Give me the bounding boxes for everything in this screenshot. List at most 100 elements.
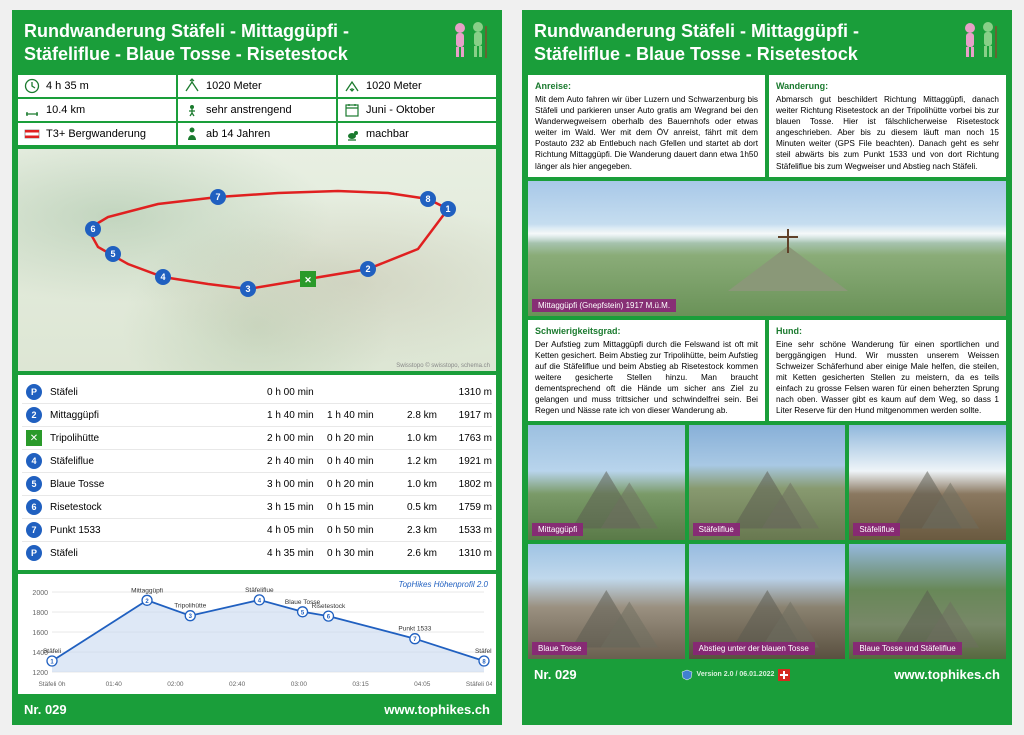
svg-text:3: 3 xyxy=(245,284,250,294)
title-line-2b: Stäfeliflue - Blaue Tosse - Risetestock xyxy=(534,43,1000,66)
photo-caption: Blaue Tosse und Stäfeliflue xyxy=(853,642,961,655)
wp-cum: 0 h 00 min xyxy=(267,387,327,398)
photo-tile: Abstieg unter der blauen Tosse xyxy=(689,544,846,659)
anreise-body: Mit dem Auto fahren wir über Luzern und … xyxy=(535,94,758,171)
footer-number-2: Nr. 029 xyxy=(534,667,577,682)
page-left: Rundwanderung Stäfeli - Mittaggüpfi - St… xyxy=(12,10,502,725)
stat-dog: machbar xyxy=(338,123,496,145)
svg-text:Punkt 1533: Punkt 1533 xyxy=(398,626,431,633)
waypoint-row: ✕ Tripolihütte 2 h 00 min 0 h 20 min 1.0… xyxy=(22,427,492,450)
stat-label: 10.4 km xyxy=(46,104,85,116)
footer-left: Nr. 029 www.tophikes.ch xyxy=(18,698,496,719)
stat-label: 1020 Meter xyxy=(206,80,262,92)
wp-elev: 1533 m xyxy=(437,525,492,536)
wp-cum: 4 h 05 min xyxy=(267,525,327,536)
wp-seg: 1 h 40 min xyxy=(327,410,387,421)
descent-icon xyxy=(344,78,360,94)
ascent-icon xyxy=(184,78,200,94)
wp-dist: 1.0 km xyxy=(387,433,437,444)
wp-dist: 2.8 km xyxy=(387,410,437,421)
effort-icon xyxy=(184,102,200,118)
svg-text:5: 5 xyxy=(110,249,115,259)
waypoint-row: 4 Stäfeliflue 2 h 40 min 0 h 40 min 1.2 … xyxy=(22,450,492,473)
stat-distance: 10.4 km xyxy=(18,99,176,121)
footer-right: Nr. 029 Version 2.0 / 06.01.2022 www.top… xyxy=(528,663,1006,684)
stat-clock: 4 h 35 m xyxy=(18,75,176,97)
wp-dist: 2.3 km xyxy=(387,525,437,536)
footer-number: Nr. 029 xyxy=(24,702,67,717)
svg-text:2: 2 xyxy=(365,264,370,274)
title-line-2: Stäfeliflue - Blaue Tosse - Risetestock xyxy=(24,43,490,66)
text-row-2: Schwierigkeitsgrad: Der Aufstieg zum Mit… xyxy=(528,320,1006,422)
svg-text:2000: 2000 xyxy=(32,590,48,597)
wp-seg: 0 h 30 min xyxy=(327,548,387,559)
text-row-1: Anreise: Mit dem Auto fahren wir über Lu… xyxy=(528,75,1006,177)
pano-caption: Mittaggüpfi (Gnepfstein) 1917 M.ü.M. xyxy=(532,299,676,312)
wp-seg: 0 h 15 min xyxy=(327,502,387,513)
wp-elev: 1763 m xyxy=(437,433,492,444)
distance-icon xyxy=(24,102,40,118)
wp-dist: 2.6 km xyxy=(387,548,437,559)
section-anreise: Anreise: Mit dem Auto fahren wir über Lu… xyxy=(528,75,765,177)
stat-label: sehr anstrengend xyxy=(206,104,292,116)
stat-label: 1020 Meter xyxy=(366,80,422,92)
wp-name: Punkt 1533 xyxy=(50,525,267,536)
anreise-title: Anreise: xyxy=(535,80,758,92)
waypoint-table: P Stäfeli 0 h 00 min 1310 m2 Mittaggüpfi… xyxy=(18,375,496,570)
svg-text:✕: ✕ xyxy=(304,275,312,285)
wp-dist: 1.2 km xyxy=(387,456,437,467)
waypoint-row: P Stäfeli 4 h 35 min 0 h 30 min 2.6 km 1… xyxy=(22,542,492,564)
svg-text:02:00: 02:00 xyxy=(167,681,184,688)
wp-dist: 1.0 km xyxy=(387,479,437,490)
wp-elev: 1917 m xyxy=(437,410,492,421)
wp-elev: 1310 m xyxy=(437,548,492,559)
section-schwierig: Schwierigkeitsgrad: Der Aufstieg zum Mit… xyxy=(528,320,765,422)
svg-text:1600: 1600 xyxy=(32,630,48,637)
stat-ascent: 1020 Meter xyxy=(178,75,336,97)
svg-text:Risetestock: Risetestock xyxy=(312,603,346,610)
stat-descent: 1020 Meter xyxy=(338,75,496,97)
route-map: 1 2 ✕ 3 4 5 6 7 8 Swisstopo © swisstopo,… xyxy=(18,149,496,371)
title-line-1: Rundwanderung Stäfeli - Mittaggüpfi - xyxy=(24,20,490,43)
wp-elev: 1921 m xyxy=(437,456,492,467)
wp-cum: 2 h 00 min xyxy=(267,433,327,444)
photo-caption: Abstieg unter der blauen Tosse xyxy=(693,642,815,655)
wp-name: Stäfeli xyxy=(50,548,267,559)
stat-label: 4 h 35 m xyxy=(46,80,89,92)
elevation-logo: TopHikes Höhenprofil 2.0 xyxy=(398,580,488,589)
wanderung-body: Abmarsch gut beschildert Richtung Mittag… xyxy=(776,94,999,171)
svg-text:Stäfeli: Stäfeli xyxy=(43,648,61,655)
wp-elev: 1802 m xyxy=(437,479,492,490)
title-header: Rundwanderung Stäfeli - Mittaggüpfi - St… xyxy=(18,16,496,71)
waypoint-row: 2 Mittaggüpfi 1 h 40 min 1 h 40 min 2.8 … xyxy=(22,404,492,427)
section-hund: Hund: Eine sehr schöne Wanderung für ein… xyxy=(769,320,1006,422)
wp-cum: 2 h 40 min xyxy=(267,456,327,467)
wp-seg: 0 h 50 min xyxy=(327,525,387,536)
wp-name: Stäfeliflue xyxy=(50,456,267,467)
shield-icon xyxy=(681,669,693,681)
stat-label: T3+ Bergwanderung xyxy=(46,128,146,140)
footer-url: www.tophikes.ch xyxy=(384,702,490,717)
stat-label: machbar xyxy=(366,128,409,140)
svg-text:03:00: 03:00 xyxy=(291,681,308,688)
wp-name: Tripolihütte xyxy=(50,433,267,444)
waypoint-row: 5 Blaue Tosse 3 h 00 min 0 h 20 min 1.0 … xyxy=(22,473,492,496)
svg-text:Stäfeliflue: Stäfeliflue xyxy=(245,587,274,594)
svg-text:02:40: 02:40 xyxy=(229,681,246,688)
swiss-flag-icon xyxy=(778,669,790,681)
wp-cum: 3 h 15 min xyxy=(267,502,327,513)
page-right: Rundwanderung Stäfeli - Mittaggüpfi - St… xyxy=(522,10,1012,725)
photo-tile: Blaue Tosse xyxy=(528,544,685,659)
svg-text:1: 1 xyxy=(445,204,450,214)
photo-caption: Mittaggüpfi xyxy=(532,523,583,536)
svg-text:1800: 1800 xyxy=(32,610,48,617)
svg-text:Swisstopo © swisstopo, schema.: Swisstopo © swisstopo, schema.ch xyxy=(396,362,490,369)
stat-grade: T3+ Bergwanderung xyxy=(18,123,176,145)
photo-caption: Stäfeliflue xyxy=(693,523,740,536)
wp-seg: 0 h 40 min xyxy=(327,456,387,467)
wp-dist: 0.5 km xyxy=(387,502,437,513)
wp-seg: 0 h 20 min xyxy=(327,433,387,444)
wp-name: Blaue Tosse xyxy=(50,479,267,490)
stat-label: Juni - Oktober xyxy=(366,104,435,116)
calendar-icon xyxy=(344,102,360,118)
